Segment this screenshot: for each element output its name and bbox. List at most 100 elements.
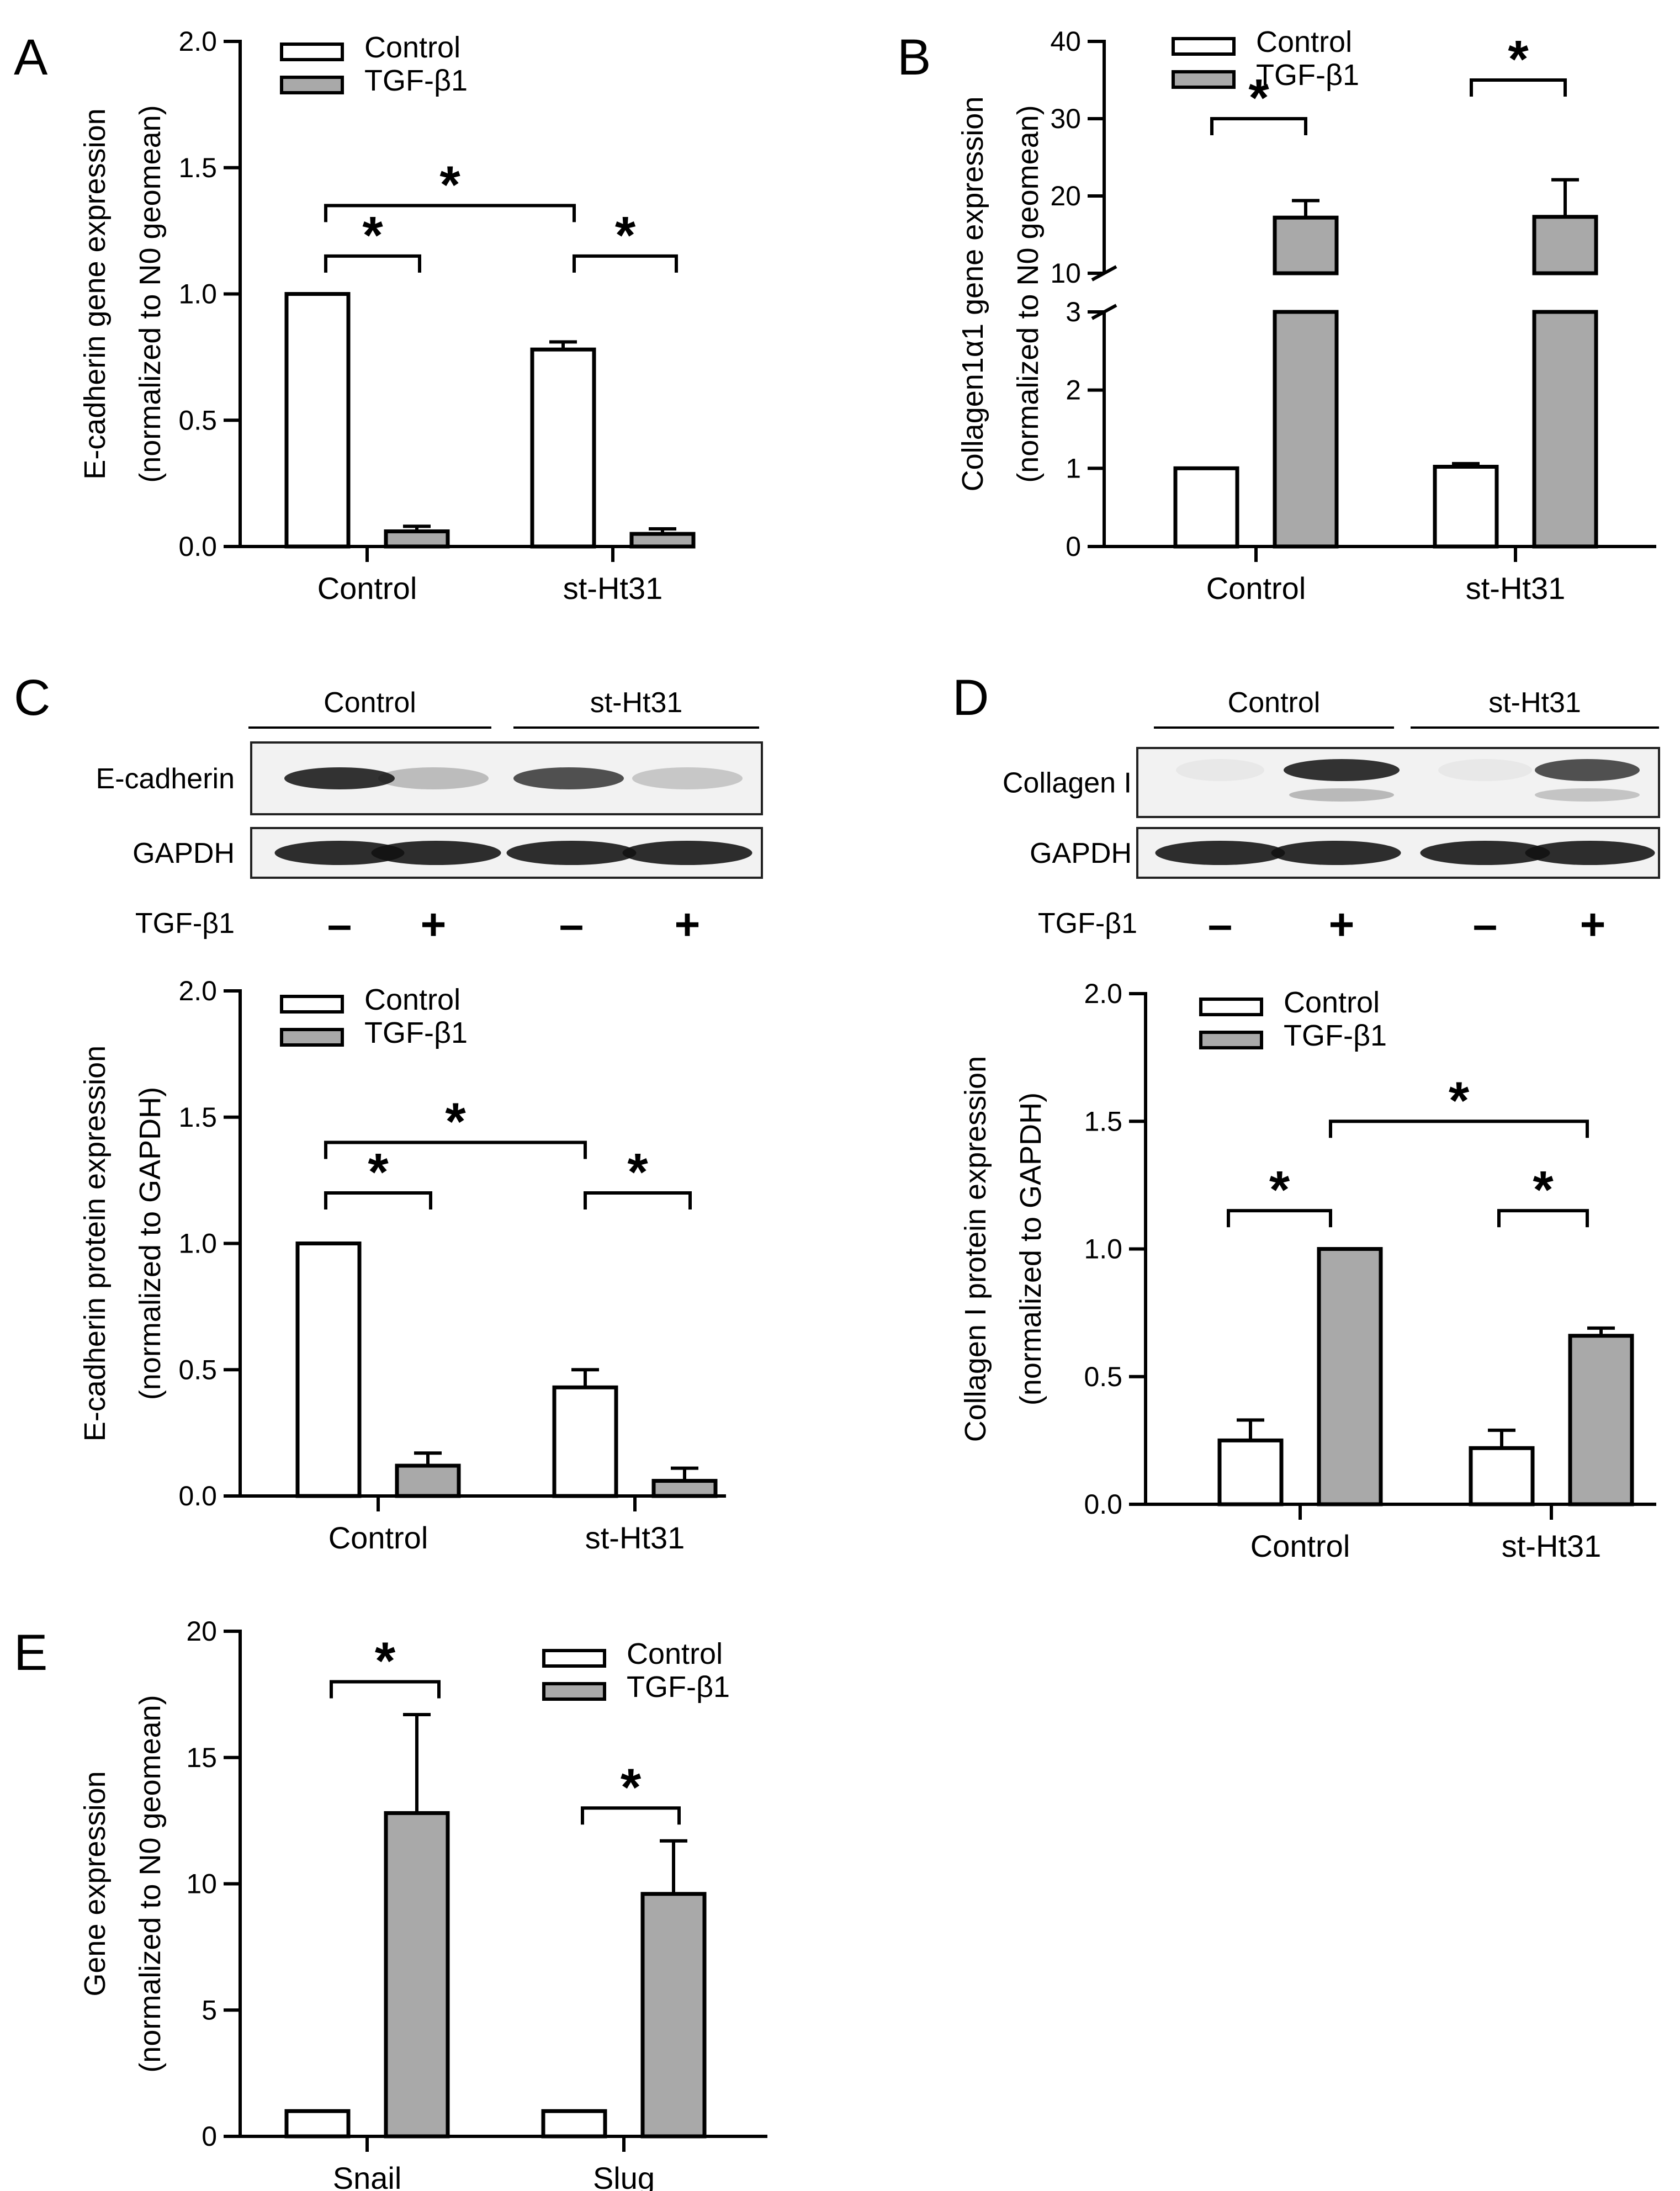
y-tick-label: 1 <box>1066 453 1081 484</box>
significance-star: * <box>1269 1160 1290 1219</box>
y-tick-label: 1.5 <box>178 1102 217 1133</box>
blot-band <box>1176 759 1264 781</box>
legend-swatch-control <box>1172 37 1236 56</box>
y-tick-label: 1.5 <box>178 152 217 183</box>
blot-row-label: GAPDH <box>1030 837 1132 869</box>
bar-control <box>1173 466 1239 549</box>
chart-panel-d: D 0.0 0.5 1.0 1.5 2.0 Control st-Ht31 Collagen I… <box>952 670 1656 1563</box>
y-tick-label: 1.0 <box>1084 1234 1122 1265</box>
legend-label-control: Control <box>1256 25 1352 59</box>
y-tick-label: 1.0 <box>178 1228 217 1259</box>
blot-row-label: Collagen I <box>1003 767 1132 799</box>
blot-band <box>632 767 743 789</box>
y-tick-label: 15 <box>186 1742 217 1773</box>
blot-row-label: GAPDH <box>133 837 235 869</box>
bar-tgf <box>1317 1247 1383 1506</box>
significance-bracket: * <box>584 1143 692 1209</box>
chart-panel-e: E 0 5 10 15 20 Snail Slug Gene expression (normal… <box>14 1616 767 2191</box>
panel-letter: D <box>952 670 989 726</box>
y-axis-label: (normalized to GAPDH) <box>134 1087 167 1400</box>
error-bar <box>671 1466 698 1481</box>
blot-band <box>1525 841 1655 865</box>
significance-bracket: * <box>324 206 421 273</box>
blot-band <box>1420 841 1550 865</box>
x-tick-label: Control <box>1206 571 1306 606</box>
blot-row-label: E-cadherin <box>96 763 235 795</box>
x-tick-label: Control <box>328 1520 428 1555</box>
plus-sign: + <box>421 900 447 949</box>
significance-star: * <box>615 206 636 265</box>
legend-label-control: Control <box>627 1637 723 1670</box>
legend-swatch-control <box>542 1649 606 1668</box>
western-blot-d: Control st-Ht31 Collagen I GAPDH TGF-β1 – + – + <box>1003 687 1660 949</box>
chart-panel-c: C 0.0 0.5 1.0 1.5 2.0 Control st-Ht31 E-cadherin… <box>14 670 726 1555</box>
treatment-label: TGF-β1 <box>135 908 235 940</box>
legend-label-tgf: TGF-β1 <box>627 1670 730 1704</box>
blot-band <box>1535 788 1640 802</box>
bar-control <box>295 1242 362 1498</box>
significance-bracket: * <box>1329 1071 1589 1138</box>
significance-bracket: * <box>581 1758 681 1825</box>
bar-control <box>284 2109 351 2139</box>
significance-star: * <box>1508 30 1529 89</box>
significance-star: * <box>445 1092 466 1152</box>
error-bar <box>414 1451 442 1466</box>
blot-band <box>284 767 395 789</box>
legend-swatch-control <box>280 43 344 61</box>
blot-band <box>378 767 489 789</box>
significance-star: * <box>1533 1160 1554 1219</box>
legend-label-control: Control <box>364 31 460 64</box>
y-tick-label: 0 <box>1066 531 1081 562</box>
x-tick-label: Slug <box>593 2161 655 2191</box>
blot-band <box>622 841 752 865</box>
bar-control <box>284 292 351 549</box>
legend-label-tgf: TGF-β1 <box>1284 1019 1387 1052</box>
bar-tgf <box>640 1892 707 2139</box>
blot-band <box>1535 759 1640 781</box>
blot-band <box>371 841 501 865</box>
minus-sign: – <box>559 900 584 949</box>
y-tick-label: 2.0 <box>178 26 217 57</box>
y-axis-label: E-cadherin protein expression <box>78 1046 112 1441</box>
y-tick-label: 2 <box>1066 375 1081 406</box>
y-axis-label: Collagen1α1 gene expression <box>956 97 989 492</box>
significance-star: * <box>627 1143 648 1202</box>
plus-sign: + <box>1580 900 1606 949</box>
panel-letter: A <box>14 29 48 86</box>
significance-bracket: * <box>1470 30 1567 97</box>
y-tick-label: 0 <box>202 2121 217 2152</box>
error-bar <box>1551 178 1579 217</box>
y-tick-label: 30 <box>1050 103 1081 134</box>
error-bar <box>1587 1326 1615 1336</box>
blot-band <box>1438 759 1532 781</box>
blot-band <box>506 841 637 865</box>
blot-group-label: Control <box>1228 687 1321 719</box>
y-tick-label: 2.0 <box>178 975 217 1006</box>
y-tick-label: 0.0 <box>178 1481 217 1511</box>
y-axis-label: E-cadherin gene expression <box>78 108 112 479</box>
bar-tgf <box>629 532 696 549</box>
blot-group-label: st-Ht31 <box>1488 687 1581 719</box>
axis-break-mark <box>1091 265 1117 282</box>
x-tick-label: st-Ht31 <box>1466 571 1566 606</box>
minus-sign: – <box>327 900 352 949</box>
x-tick-label: st-Ht31 <box>563 571 663 606</box>
y-tick-label: 10 <box>186 1869 217 1900</box>
bar-tgf-lower <box>1273 310 1339 549</box>
y-tick-label: 1.0 <box>178 279 217 310</box>
blot-group-label: st-Ht31 <box>590 687 683 719</box>
bar-control <box>530 347 596 549</box>
bar-tgf <box>395 1463 461 1498</box>
legend-swatch-control <box>280 995 344 1014</box>
significance-star: * <box>439 155 460 214</box>
blot-band <box>1289 788 1394 802</box>
significance-star: * <box>368 1143 389 1202</box>
y-tick-label: 3 <box>1066 296 1081 327</box>
bar-control <box>541 2109 607 2139</box>
blot-band <box>1155 841 1285 865</box>
bar-tgf-upper <box>1273 215 1339 275</box>
y-axis-label: (normalized to N0 geomean) <box>134 1695 167 2072</box>
legend-label-control: Control <box>1284 986 1380 1019</box>
